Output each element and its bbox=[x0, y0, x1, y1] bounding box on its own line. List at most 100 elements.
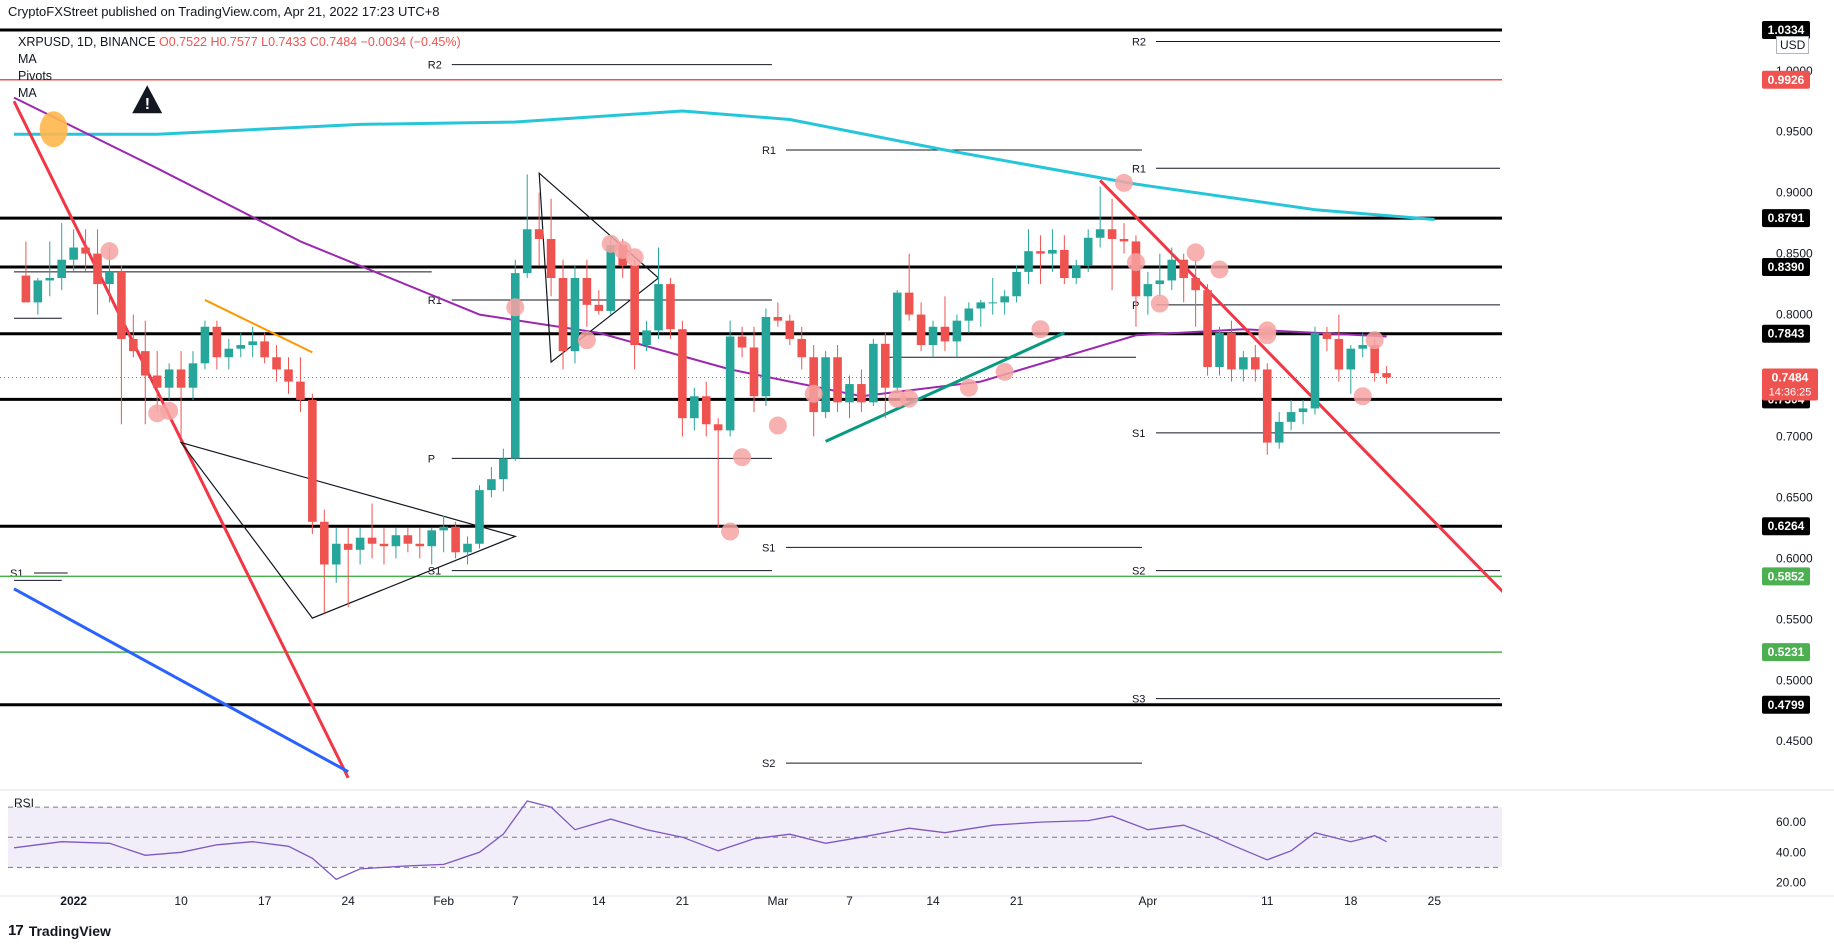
candle bbox=[1083, 229, 1093, 272]
price-tick-label: 0.5500 bbox=[1776, 612, 1813, 626]
candle bbox=[1346, 345, 1356, 394]
pivot-label: S2 bbox=[1132, 566, 1145, 578]
candle bbox=[188, 351, 198, 400]
candle-body bbox=[260, 341, 269, 358]
candle-body bbox=[904, 292, 914, 315]
candle bbox=[224, 338, 234, 370]
indicator-pivots[interactable]: Pivots bbox=[18, 69, 53, 83]
candle-body bbox=[510, 273, 520, 459]
date-tick-label: 14 bbox=[926, 894, 940, 908]
symbol-label[interactable]: XRPUSD, 1D, BINANCE bbox=[18, 35, 156, 49]
level-price-tag bbox=[1762, 70, 1810, 89]
candle-body bbox=[1298, 408, 1308, 413]
candle bbox=[296, 357, 305, 413]
candle-body bbox=[1155, 280, 1165, 285]
rsi-title: RSI bbox=[14, 796, 34, 810]
highlight-marker bbox=[1210, 260, 1229, 279]
candle-body bbox=[1262, 369, 1272, 443]
rsi-tick-label: 20.00 bbox=[1776, 875, 1806, 889]
candle-body bbox=[546, 238, 556, 278]
candle-body bbox=[1191, 278, 1200, 291]
candle bbox=[1131, 235, 1141, 327]
candle bbox=[212, 320, 222, 370]
candle-body bbox=[1251, 357, 1260, 370]
candle-body bbox=[1095, 229, 1105, 238]
candle-body bbox=[1071, 265, 1081, 278]
date-tick-label: 10 bbox=[174, 894, 188, 908]
tradingview-logo-icon: 17 bbox=[8, 922, 24, 939]
currency-button[interactable]: USD bbox=[1776, 36, 1810, 54]
candle bbox=[510, 259, 520, 461]
candle bbox=[391, 527, 401, 559]
current-price-tag-label: 0.7484 bbox=[1772, 370, 1809, 384]
candle-body bbox=[343, 543, 353, 550]
candle-body bbox=[952, 320, 962, 342]
candle bbox=[1203, 284, 1212, 376]
candle-body bbox=[785, 320, 795, 339]
ma-long-line bbox=[14, 109, 1435, 221]
candle-body bbox=[355, 537, 365, 550]
date-tick-label: 25 bbox=[1428, 894, 1442, 908]
highlight-marker bbox=[721, 522, 740, 541]
candle bbox=[713, 418, 723, 528]
highlight-marker bbox=[1353, 387, 1372, 406]
candle bbox=[93, 229, 102, 315]
rsi-pane: RSI 20.00 40.00 60.00 bbox=[8, 796, 1806, 889]
pivot-label: S2 bbox=[762, 758, 775, 770]
candle-body bbox=[21, 275, 31, 303]
candle-body bbox=[129, 338, 138, 352]
candle bbox=[642, 320, 651, 352]
candle bbox=[1036, 235, 1045, 285]
candle bbox=[690, 387, 699, 431]
candle-body bbox=[439, 526, 448, 531]
price-tick-label: 0.9000 bbox=[1776, 186, 1813, 200]
price-tick-label: 0.8500 bbox=[1776, 247, 1813, 261]
highlight-marker bbox=[1258, 326, 1277, 345]
candle bbox=[1048, 229, 1057, 272]
candle-body bbox=[522, 229, 532, 274]
candle-body bbox=[1179, 259, 1188, 278]
candle-body bbox=[451, 526, 460, 553]
price-axis: 0.45000.50000.55000.60000.65000.70000.75… bbox=[1762, 21, 1818, 748]
candle bbox=[522, 174, 532, 278]
level-price-tag bbox=[1762, 258, 1810, 277]
candle bbox=[797, 326, 807, 370]
candle bbox=[308, 393, 317, 534]
candle-body bbox=[284, 369, 293, 382]
date-axis: 2022 10 17 24 Feb 7 14 21 Mar 7 14 21 Apr 11 18 25 bbox=[60, 894, 1441, 908]
price-tick-label: 0.9500 bbox=[1776, 125, 1813, 139]
candle-body bbox=[606, 245, 616, 311]
candle bbox=[1143, 271, 1153, 315]
candle bbox=[916, 302, 926, 352]
level-price-tag-label: 0.6264 bbox=[1768, 519, 1805, 533]
candle-body bbox=[880, 343, 890, 388]
candle-body bbox=[1215, 332, 1224, 367]
candle bbox=[654, 247, 663, 339]
date-tick-label: 11 bbox=[1261, 894, 1274, 908]
indicator-ma-2[interactable]: MA bbox=[18, 86, 37, 100]
trendline bbox=[1099, 179, 1502, 594]
level-price-tag-label: 0.5852 bbox=[1768, 569, 1805, 583]
indicator-ma-1[interactable]: MA bbox=[18, 52, 37, 66]
candle bbox=[773, 302, 783, 327]
candle-body bbox=[1346, 348, 1356, 370]
candle bbox=[176, 351, 186, 437]
alert-circle bbox=[39, 111, 68, 148]
candle-body bbox=[296, 381, 305, 400]
candle-body bbox=[105, 271, 114, 285]
candle-body bbox=[1119, 238, 1129, 242]
candle bbox=[570, 265, 580, 364]
candle-body bbox=[1143, 284, 1153, 297]
triangle-pattern bbox=[179, 441, 518, 619]
level-price-tag-label: 0.9926 bbox=[1768, 73, 1805, 87]
candle bbox=[475, 485, 484, 549]
tradingview-footer: 17 TradingView bbox=[8, 922, 111, 939]
candle bbox=[129, 314, 138, 358]
candle bbox=[857, 369, 866, 413]
candle-body bbox=[391, 535, 401, 547]
trendline bbox=[824, 331, 1065, 443]
current-price-tag bbox=[1762, 368, 1818, 401]
candle bbox=[1239, 351, 1248, 382]
candle bbox=[200, 320, 210, 370]
